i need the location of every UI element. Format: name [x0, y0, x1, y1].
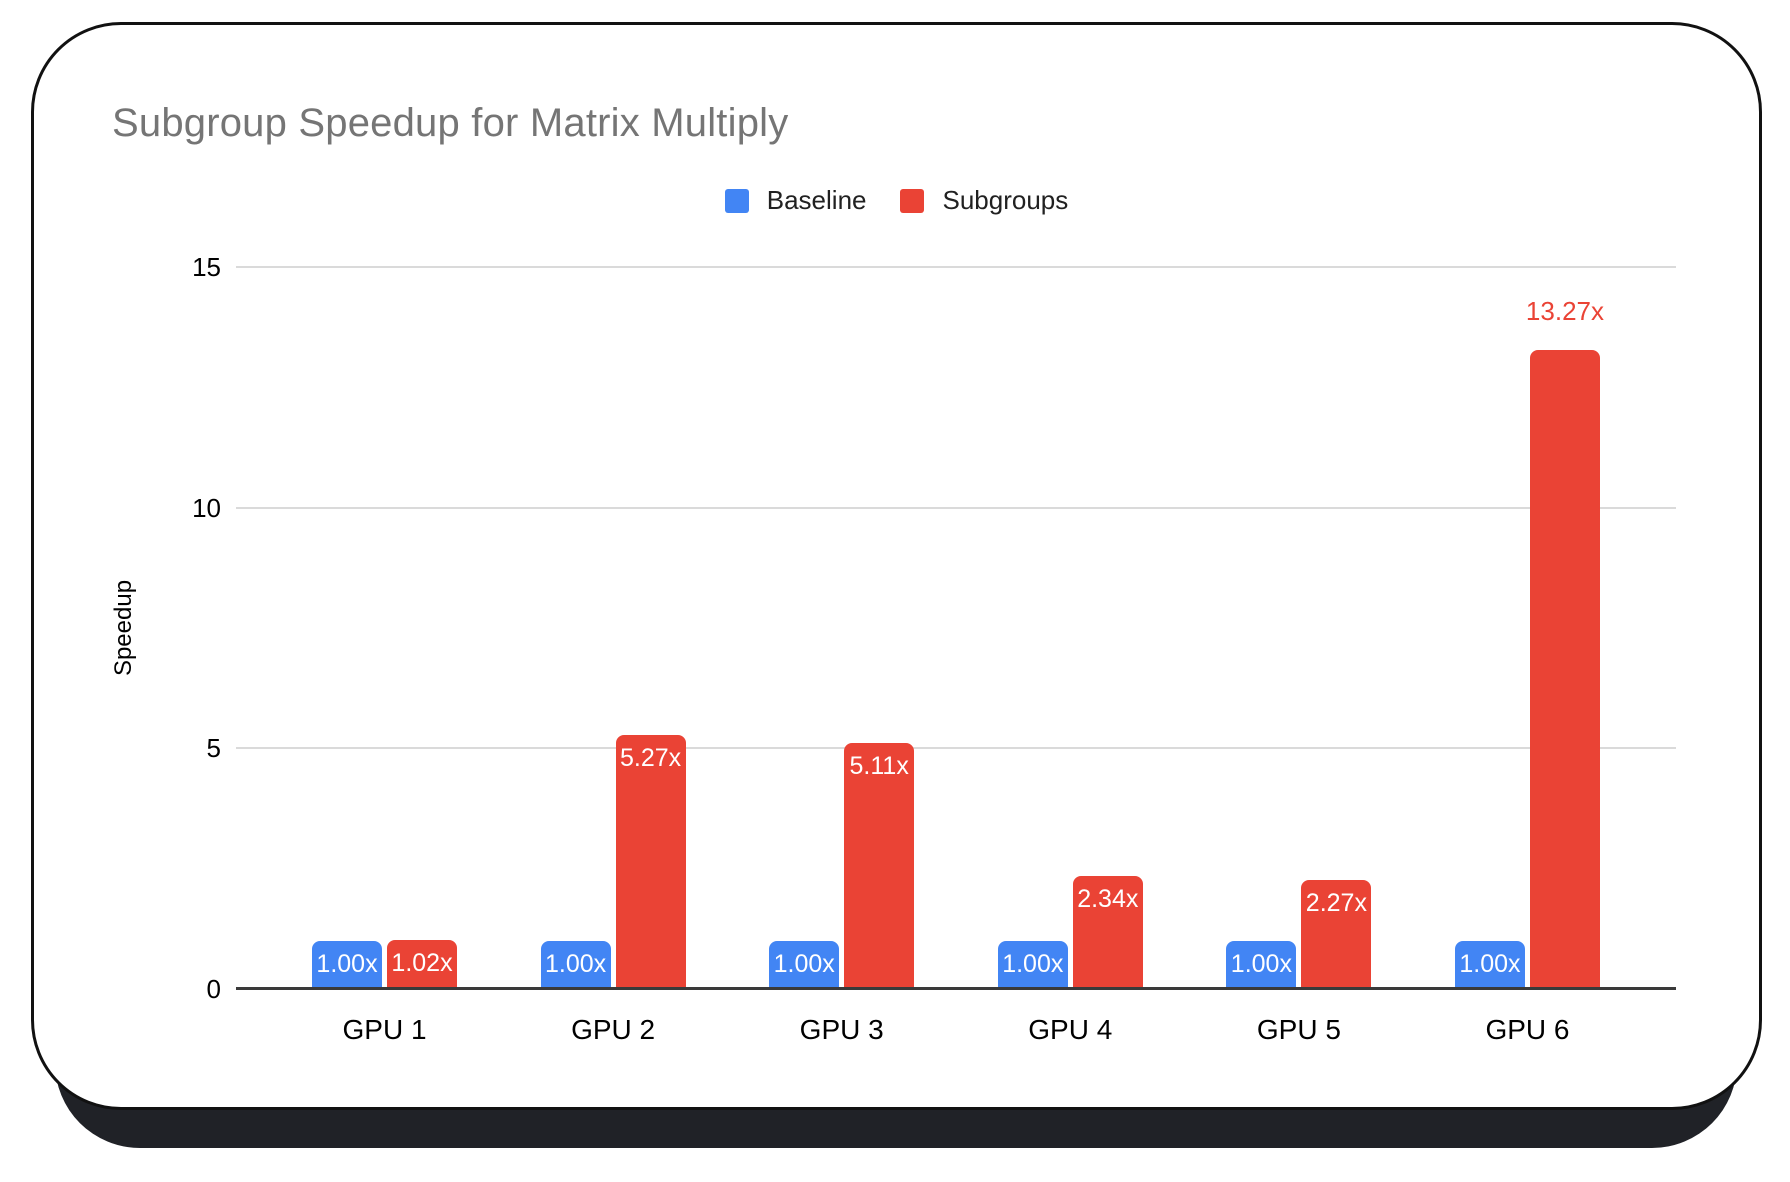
legend-item-subgroups: Subgroups	[900, 185, 1068, 216]
x-category-label-4: GPU 4	[1028, 1014, 1113, 1045]
y-tick-label-5: 5	[206, 733, 221, 764]
bar-value-label: 2.34x	[1077, 885, 1139, 914]
chart-card: Subgroup Speedup for Matrix Multiply Bas…	[31, 22, 1762, 1110]
x-axis-labels: GPU 1 GPU 2 GPU 3 GPU 4 GPU 5 GPU 6	[236, 1013, 1676, 1047]
bar-value-label: 1.00x	[1459, 949, 1521, 978]
x-axis-line	[236, 987, 1676, 990]
subgroups-bar-4: 2.34x	[1072, 876, 1143, 989]
bar-value-label: 5.27x	[620, 744, 682, 773]
subgroups-bar-2: 5.27x	[615, 735, 686, 989]
bar-value-label: 1.00x	[773, 949, 835, 978]
bar-group-gpu-4: 1.00x 2.34x	[997, 267, 1143, 989]
subgroups-bar-5: 2.27x	[1301, 879, 1372, 989]
gridline-10	[236, 506, 1676, 509]
bar-value-label: 1.00x	[316, 949, 378, 978]
legend-swatch-baseline	[724, 188, 749, 213]
subgroups-bar-3: 5.11x	[844, 743, 915, 989]
subgroups-bar-1: 1.02x	[387, 939, 457, 989]
baseline-bar-4: 1.00x	[997, 940, 1068, 989]
baseline-bar-3: 1.00x	[769, 940, 840, 989]
baseline-bar-5: 1.00x	[1226, 940, 1297, 989]
x-category-label-6: GPU 6	[1485, 1014, 1570, 1045]
bar-group-gpu-2: 1.00x 5.27x	[540, 267, 686, 989]
baseline-bar-6: 1.00x	[1454, 940, 1525, 989]
legend-swatch-subgroups	[900, 188, 925, 213]
chart-title: Subgroup Speedup for Matrix Multiply	[112, 101, 789, 145]
legend-item-baseline: Baseline	[724, 185, 867, 216]
y-tick-label-15: 15	[192, 252, 221, 282]
bar-value-label: 1.02x	[391, 948, 453, 977]
plot-area: 1.00x 1.02x 1.00x 5.27x 1.00x 5.11x 1.00x 2.34x…	[236, 266, 1676, 990]
subgroups-bar-6: 13.27x	[1526, 298, 1604, 989]
bar-group-gpu-3: 1.00x 5.11x	[769, 267, 915, 989]
bar-value-label: 1.00x	[1230, 949, 1292, 978]
y-tick-label-0: 0	[206, 974, 221, 1004]
bar-value-label: 13.27x	[1525, 296, 1605, 327]
y-tick-label-10: 10	[192, 492, 221, 523]
y-axis-tick-labels: 0 5 10 15	[34, 25, 221, 1107]
x-category-label-1: GPU 1	[342, 1014, 427, 1045]
gridline-15	[236, 266, 1676, 268]
baseline-bar-2: 1.00x	[540, 940, 611, 989]
legend-label: Baseline	[766, 185, 867, 215]
bar-value-label: 1.00x	[1002, 949, 1064, 978]
x-category-label-2: GPU 2	[571, 1014, 656, 1045]
gridline-5	[236, 747, 1676, 750]
baseline-bar-1: 1.00x	[312, 940, 382, 989]
legend: Baseline Subgroups	[34, 185, 1759, 216]
bar-group-gpu-6: 1.00x 13.27x	[1454, 267, 1604, 989]
legend-label: Subgroups	[942, 185, 1069, 215]
bar-group-gpu-1: 1.00x 1.02x	[312, 267, 457, 989]
bar-value-label: 5.11x	[849, 752, 909, 781]
bar-group-gpu-5: 1.00x 2.27x	[1226, 267, 1372, 989]
bar-value-label: 2.27x	[1305, 888, 1367, 917]
x-category-label-3: GPU 3	[799, 1014, 884, 1045]
x-category-label-5: GPU 5	[1256, 1014, 1341, 1045]
bar-value-label: 1.00x	[545, 949, 607, 978]
